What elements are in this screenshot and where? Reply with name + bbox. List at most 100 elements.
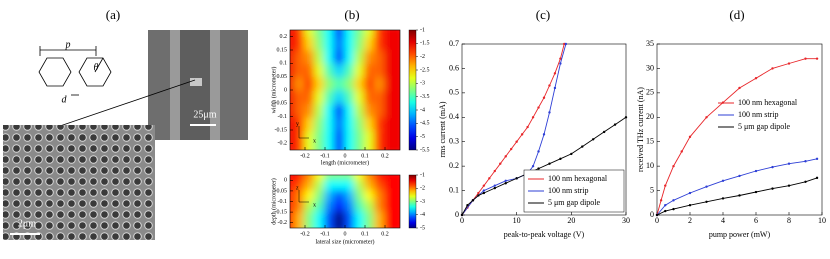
y-axis-label: received THz current (nA): [636, 87, 645, 172]
colorbar-tick-label: -5.5: [420, 147, 430, 153]
data-point: [688, 135, 692, 139]
data-point: [721, 197, 725, 200]
data-point: [804, 160, 807, 163]
x-tick-label: -0.2: [300, 231, 310, 237]
x-tick-label: -0.1: [320, 231, 330, 237]
data-point: [771, 165, 774, 169]
y-tick-label: -0.15: [275, 127, 288, 133]
data-point: [804, 180, 807, 183]
x-tick-label: 0.1: [361, 231, 369, 237]
colorbar-tick-label: -4: [420, 212, 425, 218]
y-tick-label: 0: [455, 210, 459, 219]
y-tick-label: 0.5: [449, 88, 459, 97]
x-tick-label: -0.2: [300, 153, 310, 159]
legend-label: 100 nm strip: [548, 186, 588, 195]
axis-glyph: x: [313, 202, 316, 208]
data-point: [754, 190, 758, 194]
x-tick-label: 8: [787, 216, 791, 225]
data-point: [672, 207, 675, 211]
x-tick-label: 0.2: [381, 153, 389, 159]
data-point: [738, 194, 741, 197]
dimension-label: θ: [94, 62, 99, 73]
axis-glyph: x: [313, 138, 316, 144]
data-point: [672, 164, 675, 168]
y-tick-label: 10: [646, 161, 654, 170]
data-point: [613, 123, 617, 126]
x-tick-label: 0: [344, 153, 347, 159]
legend-label: 100 nm strip: [738, 110, 778, 119]
data-point: [460, 213, 464, 217]
heat-cell: [384, 211, 400, 228]
heatmap: [290, 175, 400, 228]
data-point: [477, 194, 480, 197]
data-point: [688, 204, 692, 207]
data-point: [815, 157, 819, 161]
data-point: [688, 191, 692, 195]
data-point: [655, 213, 659, 217]
data-point: [482, 184, 486, 187]
x-axis-label: peak-to-peak voltage (V): [504, 230, 585, 239]
data-point: [754, 169, 758, 173]
y-tick-label: -0.2: [278, 141, 288, 147]
y-tick-label: -0.2: [278, 220, 288, 226]
colorbar-tick-label: -3: [420, 81, 425, 87]
colorbar-tick-label: -3: [420, 199, 425, 205]
scale-label: 25μm: [193, 109, 216, 120]
axis-glyph-arrows: [298, 126, 309, 139]
y-axis-label: width (micrometer): [270, 67, 277, 114]
x-tick-label: 0.1: [361, 153, 369, 159]
data-point: [537, 150, 540, 153]
data-point: [664, 209, 667, 213]
heat-cell: [384, 130, 400, 150]
data-point: [787, 162, 791, 165]
data-point: [526, 125, 529, 129]
panel-label: (c): [536, 7, 550, 22]
y-tick-label: 0: [284, 87, 287, 93]
data-point: [721, 179, 725, 182]
data-point: [659, 199, 663, 202]
y-tick-label: 0.1: [449, 185, 459, 194]
colorbar-tick-label: -1.5: [420, 41, 430, 47]
series-line: [656, 58, 817, 216]
x-tick-label: 4: [721, 216, 725, 225]
data-point: [548, 162, 551, 165]
y-tick-label: 0: [650, 210, 654, 219]
data-point: [563, 42, 566, 46]
colorbar-tick-label: -5: [420, 134, 425, 140]
x-tick-label: 2: [688, 216, 692, 225]
data-point: [705, 185, 708, 188]
colorbar-tick-label: -2: [420, 186, 425, 192]
data-point: [570, 152, 573, 156]
axis-glyph-arrows: [298, 190, 309, 203]
x-tick-label: 10: [513, 216, 521, 225]
y-tick-label: 0.3: [449, 137, 459, 146]
data-point: [493, 186, 496, 190]
data-point: [705, 200, 708, 204]
data-point: [664, 184, 667, 187]
y-tick-label: -0.05: [275, 188, 288, 194]
colorbar: [408, 29, 417, 151]
data-point: [553, 72, 557, 75]
data-point: [564, 42, 568, 46]
panel-label: (b): [344, 7, 359, 22]
colorbar-tick-label: -5: [420, 225, 425, 231]
data-point: [672, 199, 675, 202]
colorbar-tick-label: -2: [420, 54, 425, 60]
data-point: [559, 157, 562, 161]
y-tick-label: -0.05: [275, 101, 288, 107]
y-tick-label: -0.1: [278, 199, 288, 205]
x-tick-label: 10: [818, 216, 826, 225]
x-tick-label: 6: [754, 216, 758, 225]
data-point: [815, 176, 819, 180]
colorbar: [408, 174, 417, 229]
x-axis-label: lateral size (micrometer): [316, 238, 375, 245]
y-axis-label: depth (micrometer): [270, 178, 277, 224]
y-tick-label: 0.2: [449, 161, 459, 170]
data-point: [471, 199, 475, 202]
heatmap-cells: [290, 175, 400, 228]
y-tick-label: 35: [646, 39, 654, 48]
data-point: [787, 62, 791, 65]
data-point: [510, 147, 513, 151]
data-point: [787, 184, 791, 187]
x-tick-label: 0.2: [381, 231, 389, 237]
